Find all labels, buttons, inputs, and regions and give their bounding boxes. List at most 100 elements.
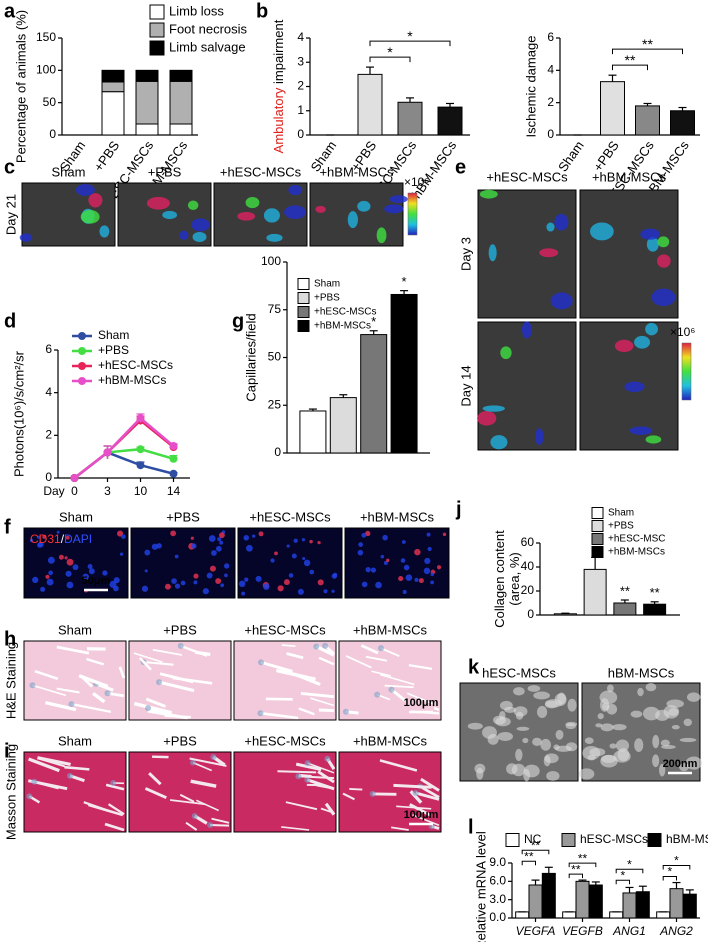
image-feature xyxy=(409,803,431,817)
image-feature xyxy=(400,558,406,563)
image-feature xyxy=(317,579,324,586)
image-feature xyxy=(544,753,559,764)
image-feature xyxy=(467,722,483,730)
image-feature xyxy=(118,666,126,679)
image xyxy=(233,751,337,833)
image-feature xyxy=(28,757,60,773)
image-feature xyxy=(255,575,262,582)
image-feature xyxy=(554,693,567,706)
color-bar-label: ×10⁶ xyxy=(670,325,695,339)
legend-swatch xyxy=(591,546,604,558)
row-label: Day 3 xyxy=(458,237,473,271)
image-feature xyxy=(110,779,117,786)
bar xyxy=(541,872,556,919)
image-feature xyxy=(88,568,95,575)
image-feature xyxy=(358,542,364,547)
image-feature xyxy=(527,685,541,692)
image-feature xyxy=(345,655,372,669)
image-feature xyxy=(599,690,618,705)
image-feature xyxy=(104,822,125,832)
y-tick-label: 6.0 xyxy=(489,874,506,888)
image-feature xyxy=(164,714,191,719)
image-feature xyxy=(78,674,109,689)
image-feature xyxy=(144,569,148,573)
image-feature xyxy=(315,644,335,657)
image-feature xyxy=(646,236,659,252)
point xyxy=(136,461,145,470)
legend-label: NC xyxy=(524,832,542,846)
legend-marker xyxy=(78,377,86,385)
image-feature xyxy=(424,557,431,565)
image-feature xyxy=(286,544,290,548)
image-feature xyxy=(357,549,364,556)
image-feature xyxy=(237,211,256,221)
bar xyxy=(635,891,650,919)
image-feature xyxy=(550,292,573,310)
image-feature xyxy=(383,560,388,565)
bar xyxy=(553,613,577,616)
y-tick-label: 0.0 xyxy=(489,910,506,924)
image-feature xyxy=(66,558,74,566)
y-tick-label: 0 xyxy=(527,607,534,621)
legend-marker xyxy=(78,347,86,355)
y-axis-label: (area, %) xyxy=(507,552,522,605)
color-bar-label: ×10⁶ xyxy=(404,175,429,189)
image-feature xyxy=(263,583,270,590)
image-feature xyxy=(185,821,198,831)
column-label: +hESC-MSCs xyxy=(244,622,326,637)
column-label: +hESC-MSCs xyxy=(244,733,326,748)
bar xyxy=(588,884,603,919)
image-feature xyxy=(82,573,89,581)
image-feature xyxy=(202,588,209,595)
image-feature xyxy=(117,530,124,537)
image-feature xyxy=(113,577,120,584)
image-feature xyxy=(578,768,595,780)
image-feature xyxy=(19,233,33,242)
image-feature xyxy=(391,826,409,831)
image-feature xyxy=(426,532,431,537)
image-feature xyxy=(32,576,39,584)
y-tick-label: 3 xyxy=(297,54,304,68)
image-feature xyxy=(133,652,163,663)
legend-label: Sham xyxy=(98,328,129,342)
y-axis-label: Photons(10⁶)/s/cm²/sr xyxy=(11,350,26,477)
image-feature xyxy=(606,703,618,715)
y-tick-label: 0 xyxy=(297,127,304,141)
significance-bracket xyxy=(662,876,677,881)
image-feature xyxy=(357,200,371,212)
image-feature xyxy=(295,773,302,780)
image-feature xyxy=(401,540,406,544)
bar-segment xyxy=(169,80,193,125)
image-feature xyxy=(138,657,152,671)
image xyxy=(128,640,232,721)
bar xyxy=(515,911,530,919)
legend-label: hESC-MSCs xyxy=(580,832,648,846)
legend-swatch xyxy=(561,833,576,847)
image-feature xyxy=(224,573,228,578)
legend-label: Sham xyxy=(314,279,340,290)
image-feature xyxy=(277,585,284,592)
y-axis-label: Capillaries/field xyxy=(243,313,258,401)
image-feature xyxy=(318,656,335,666)
image-feature xyxy=(86,657,105,666)
image-feature xyxy=(567,698,577,712)
image-feature xyxy=(64,556,68,560)
bar xyxy=(656,911,671,919)
y-tick-label: 0 xyxy=(274,445,281,459)
image-feature xyxy=(216,545,222,552)
image-feature xyxy=(380,554,385,559)
image-feature xyxy=(420,777,440,792)
image-feature xyxy=(554,213,569,231)
image-feature xyxy=(370,567,377,573)
image-feature xyxy=(80,210,100,224)
column-label: +hBM-MSCs xyxy=(353,622,428,637)
legend-label: +hESC-MSCs xyxy=(314,307,377,318)
significance-label: ** xyxy=(524,849,534,863)
image-feature xyxy=(406,692,435,706)
legend-label: +hBM-MSCs xyxy=(314,321,371,332)
image-feature xyxy=(384,204,404,214)
y-tick-label: 4 xyxy=(547,63,554,77)
bar xyxy=(643,603,667,616)
point xyxy=(169,442,178,450)
image-feature xyxy=(380,673,415,686)
